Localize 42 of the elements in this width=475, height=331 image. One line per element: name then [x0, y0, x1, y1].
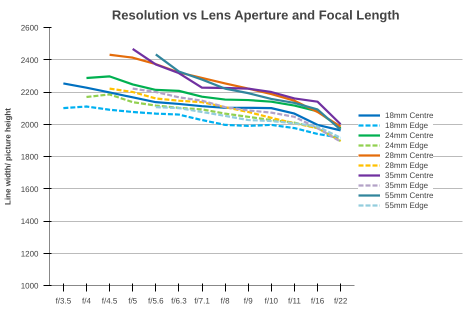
legend-label: 18mm Edge — [385, 120, 428, 130]
y-tick-label: 1000 — [20, 282, 40, 290]
y-tick-label: 2400 — [20, 56, 40, 65]
x-tick-label: f/9 — [244, 296, 254, 306]
x-tick-label: f/22 — [334, 296, 348, 306]
line-series — [154, 106, 342, 139]
x-tick-label: f/5.6 — [148, 296, 164, 306]
chart-title: Resolution vs Lens Aperture and Focal Length — [112, 8, 400, 22]
line-series — [62, 82, 342, 132]
y-tick-label: 1800 — [20, 152, 40, 162]
x-tick-label: f/5 — [128, 296, 138, 306]
legend-label: 55mm Centre — [385, 190, 434, 200]
y-tick-label: 2000 — [20, 120, 40, 130]
x-tick-label: f/4.5 — [102, 296, 118, 306]
y-axis-title: Line width/ picture height — [4, 108, 13, 205]
legend-label: 24mm Edge — [385, 140, 428, 150]
x-tick-label: f/7.1 — [194, 296, 210, 306]
legend-label: 28mm Edge — [385, 160, 428, 170]
legend-label: 24mm Centre — [385, 130, 434, 140]
line-series — [85, 93, 342, 142]
y-tick-label: 2600 — [20, 24, 40, 32]
y-tick-label: 1200 — [20, 249, 40, 258]
legend-label: 35mm Centre — [385, 170, 434, 180]
legend-label: 18mm Centre — [385, 110, 434, 120]
line-series — [108, 54, 342, 128]
legend-label: 28mm Centre — [385, 150, 434, 160]
line-series — [132, 48, 342, 126]
y-tick-label: 2200 — [20, 88, 40, 97]
line-series — [154, 53, 342, 131]
y-tick-label: 1400 — [20, 217, 40, 226]
x-tick-label: f/6.3 — [171, 296, 188, 306]
line-series — [85, 75, 342, 130]
x-tick-label: f/10 — [264, 296, 279, 306]
x-tick-label: f/3.5 — [56, 296, 72, 306]
y-tick-label: 1600 — [20, 184, 40, 194]
legend-label: 35mm Edge — [385, 180, 428, 190]
legend-label: 55mm Edge — [385, 200, 428, 210]
x-tick-label: f/4 — [82, 296, 92, 306]
line-series — [62, 105, 342, 139]
x-tick-label: f/8 — [220, 296, 230, 306]
x-tick-label: f/11 — [288, 296, 302, 306]
x-tick-label: f/16 — [310, 296, 325, 306]
